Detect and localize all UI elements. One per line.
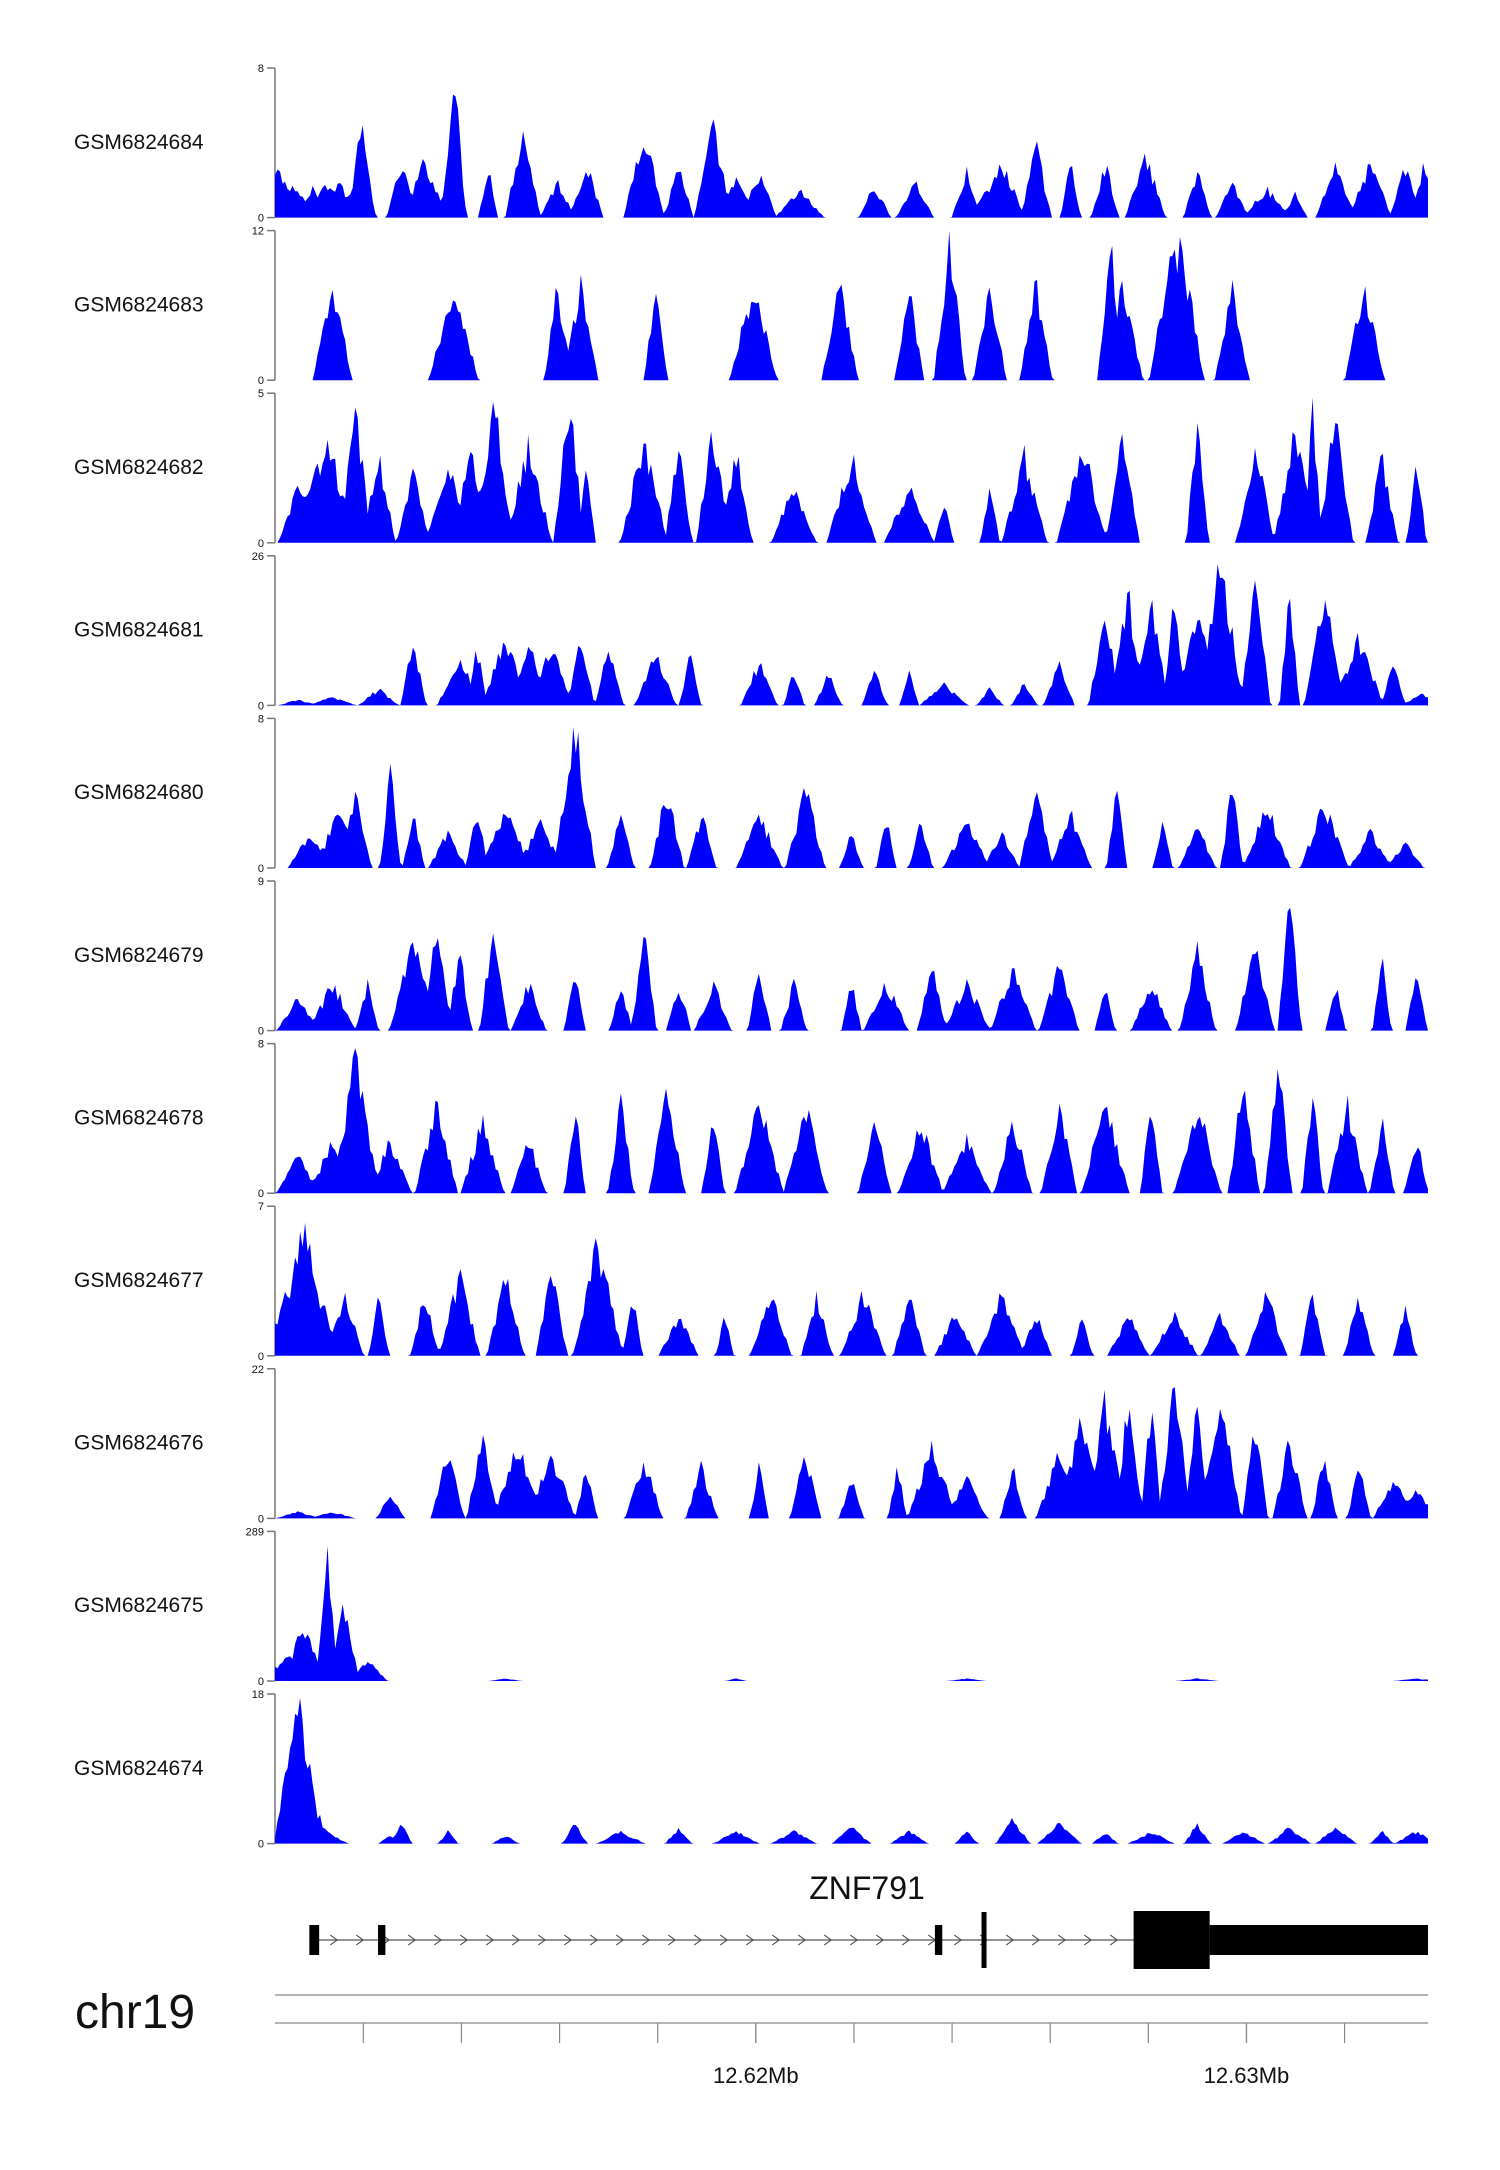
y-tick-label: 0 (258, 375, 264, 387)
y-tick-label: 0 (258, 1188, 264, 1200)
y-tick-label: 0 (258, 1351, 264, 1363)
coverage-area (275, 1387, 1428, 1519)
y-tick-label: 12 (252, 226, 264, 238)
strand-chevron (563, 1934, 573, 1946)
coverage-area (275, 1698, 1428, 1844)
track-label: GSM6824675 (74, 1594, 204, 1617)
y-tick-label: 26 (252, 551, 264, 563)
track-label: GSM6824683 (74, 293, 204, 316)
coverage-area (275, 726, 1428, 868)
gene-label: ZNF791 (809, 1870, 925, 1906)
y-tick-label: 22 (252, 1364, 264, 1376)
axis-tick-label: 12.63Mb (1204, 2063, 1290, 2088)
exon (934, 1925, 943, 1955)
coverage-area (275, 94, 1428, 218)
strand-chevron (1005, 1934, 1015, 1946)
strand-chevron (823, 1934, 833, 1946)
strand-chevron (771, 1934, 781, 1946)
track-label: GSM6824676 (74, 1432, 204, 1455)
track-GSM6824683: GSM6824683 12 0 (74, 226, 1428, 387)
strand-chevron (1109, 1934, 1119, 1946)
axis-tick-label: 12.62Mb (713, 2063, 799, 2088)
track-label: GSM6824674 (74, 1757, 204, 1780)
coverage-area (275, 564, 1428, 706)
strand-chevron (875, 1934, 885, 1946)
strand-chevron (407, 1934, 417, 1946)
strand-chevron (1031, 1934, 1041, 1946)
gene-model (309, 1911, 1428, 1969)
strand-chevron (589, 1934, 599, 1946)
coverage-area (275, 397, 1428, 543)
strand-chevron (355, 1934, 365, 1946)
y-tick-label: 0 (258, 1839, 264, 1851)
y-tick-label: 7 (258, 1201, 264, 1213)
exon (309, 1925, 320, 1955)
strand-chevron (511, 1934, 521, 1946)
y-tick-label: 0 (258, 1026, 264, 1038)
track-GSM6824678: GSM6824678 8 0 (74, 1039, 1428, 1200)
chromosome-label: chr19 (75, 1986, 195, 2039)
strand-chevron (485, 1934, 495, 1946)
strand-chevron (641, 1934, 651, 1946)
track-label: GSM6824677 (74, 1269, 204, 1292)
track-label: GSM6824679 (74, 944, 204, 967)
track-GSM6824682: GSM6824682 5 0 (74, 388, 1428, 550)
track-label: GSM6824680 (74, 781, 204, 804)
track-GSM6824681: GSM6824681 26 0 (74, 551, 1428, 712)
y-tick-label: 0 (258, 700, 264, 712)
gene-track: ZNF791 (309, 1870, 1428, 1969)
coverage-area (275, 230, 1428, 381)
track-label: GSM6824682 (74, 456, 204, 479)
strand-chevron (1083, 1934, 1093, 1946)
track-GSM6824675: GSM6824675 289 0 (74, 1526, 1428, 1688)
exon (378, 1925, 386, 1955)
strand-chevron (459, 1934, 469, 1946)
exon (1133, 1911, 1210, 1969)
axis-ticks: 12.62Mb 12.63Mb (275, 1994, 1428, 2088)
y-tick-label: 0 (258, 1513, 264, 1525)
y-tick-label: 8 (258, 63, 264, 75)
track-label: GSM6824681 (74, 619, 204, 642)
y-tick-label: 0 (258, 863, 264, 875)
track-GSM6824677: GSM6824677 7 0 (74, 1201, 1428, 1363)
strand-chevron (433, 1934, 443, 1946)
exon (981, 1912, 987, 1968)
strand-chevron (537, 1934, 547, 1946)
track-GSM6824680: GSM6824680 8 0 (74, 713, 1428, 875)
coverage-tracks: GSM682468480GSM6824683120GSM682468250GSM… (74, 63, 1428, 1851)
strand-chevron (329, 1934, 339, 1946)
strand-chevron (953, 1934, 963, 1946)
genomic-axis: chr19 12.62Mb 12.63Mb (75, 1986, 1428, 2088)
strand-chevron (719, 1934, 729, 1946)
strand-chevron (797, 1934, 807, 1946)
y-tick-label: 289 (246, 1526, 264, 1538)
coverage-area (275, 1048, 1428, 1194)
track-GSM6824674: GSM6824674 18 0 (74, 1689, 1428, 1851)
y-tick-label: 0 (258, 213, 264, 225)
track-GSM6824676: GSM6824676 22 0 (74, 1364, 1428, 1525)
coverage-area (275, 907, 1428, 1031)
y-tick-label: 5 (258, 388, 264, 400)
strand-chevron (615, 1934, 625, 1946)
strand-chevron (1057, 1934, 1067, 1946)
track-label: GSM6824684 (74, 131, 204, 154)
exon (1209, 1925, 1428, 1955)
y-tick-label: 0 (258, 1676, 264, 1688)
strand-chevron (849, 1934, 859, 1946)
coverage-area (275, 1545, 1428, 1681)
y-tick-label: 9 (258, 876, 264, 888)
y-tick-label: 8 (258, 713, 264, 725)
coverage-area (275, 1222, 1428, 1356)
strand-chevron (667, 1934, 677, 1946)
strand-chevron (745, 1934, 755, 1946)
y-tick-label: 0 (258, 538, 264, 550)
track-label: GSM6824678 (74, 1106, 204, 1129)
y-tick-label: 18 (252, 1689, 264, 1701)
y-tick-label: 8 (258, 1039, 264, 1051)
track-GSM6824684: GSM6824684 8 0 (74, 63, 1428, 225)
strand-chevron (693, 1934, 703, 1946)
strand-chevron (901, 1934, 911, 1946)
track-GSM6824679: GSM6824679 9 0 (74, 876, 1428, 1038)
